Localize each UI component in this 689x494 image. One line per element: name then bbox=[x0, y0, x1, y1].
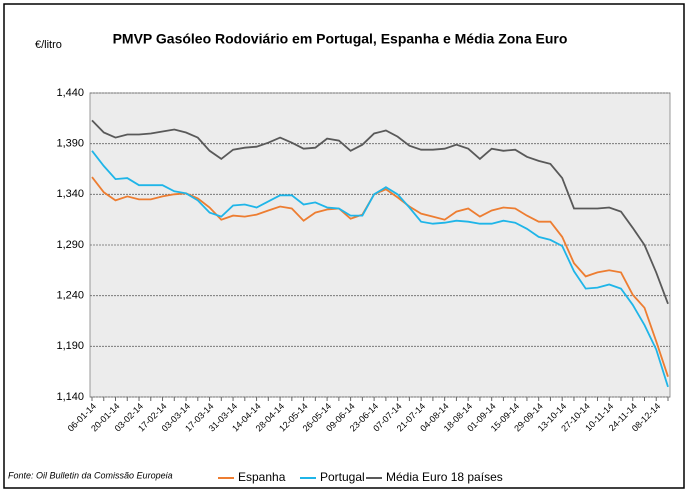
series-line bbox=[91, 119, 669, 305]
y-tick-label: 1,190 bbox=[56, 340, 84, 352]
series-line bbox=[91, 150, 669, 388]
y-axis-label: €/litro bbox=[35, 39, 62, 51]
y-tick-label: 1,140 bbox=[56, 391, 84, 403]
legend-label: Média Euro 18 países bbox=[386, 470, 503, 484]
y-tick-label: 1,390 bbox=[56, 138, 84, 150]
legend-label: Espanha bbox=[238, 470, 286, 484]
source: Fonte: Oil Bulletin da Comissão Europeia bbox=[8, 470, 173, 480]
legend-label: Portugal bbox=[320, 470, 365, 484]
y-tick-label: 1,340 bbox=[56, 188, 84, 200]
y-tick-label: 1,290 bbox=[56, 239, 84, 251]
y-tick-label: 1,440 bbox=[56, 87, 84, 99]
y-tick-label: 1,240 bbox=[56, 290, 84, 302]
chart-title: PMVP Gasóleo Rodoviário em Portugal, Esp… bbox=[113, 31, 568, 47]
